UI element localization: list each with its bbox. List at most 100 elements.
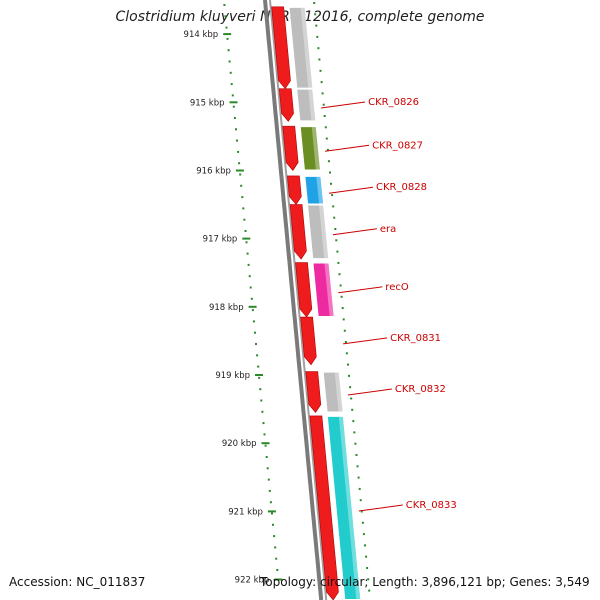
outer-dot	[343, 329, 346, 332]
cog-block	[289, 7, 313, 88]
ruler-dot	[227, 49, 230, 52]
outer-dot	[355, 454, 358, 456]
ruler-dot	[256, 354, 259, 357]
outer-dot	[337, 261, 340, 264]
outer-dot	[319, 69, 322, 72]
ruler-dot	[237, 150, 240, 153]
outer-dot	[344, 341, 347, 343]
ruler-dot	[239, 173, 242, 176]
gene-label: recO	[385, 282, 409, 293]
outer-dot	[327, 160, 330, 163]
outer-dot	[323, 115, 326, 117]
gene-label-leader	[332, 228, 377, 236]
ruler-dot	[264, 444, 267, 447]
cog-block-shade	[316, 176, 324, 204]
gene-label-leader	[325, 144, 370, 152]
outer-dot	[318, 58, 321, 61]
genome-summary-text: Topology: circular; Length: 3,896,121 bp…	[260, 575, 590, 589]
ruler-dot	[224, 15, 227, 18]
outer-dot	[348, 374, 350, 377]
gene-arrow	[282, 125, 299, 171]
cog-block	[308, 205, 329, 259]
ruler-dot	[235, 128, 237, 131]
ruler-tick-label: 922 kbp	[235, 576, 270, 586]
ruler-dot	[229, 71, 232, 74]
ruler-dot	[223, 4, 226, 6]
outer-dot	[320, 81, 323, 84]
gene-arrow	[295, 262, 313, 318]
outer-dot	[334, 228, 337, 230]
ruler-dot	[259, 388, 262, 391]
outer-dot	[357, 476, 360, 479]
ruler-tick-label: 914 kbp	[184, 30, 219, 40]
ruler-tick-label: 921 kbp	[228, 507, 263, 517]
cog-block-shade	[300, 7, 313, 88]
outer-dot	[349, 386, 352, 389]
ruler-dot	[228, 60, 231, 63]
backbone-line-inner	[269, 0, 328, 600]
ruler-tick-label: 918 kbp	[209, 303, 244, 313]
ruler-tick-label: 920 kbp	[222, 439, 257, 449]
gene-label: era	[380, 224, 396, 235]
ruler-dot	[247, 263, 250, 266]
outer-dot	[321, 92, 324, 95]
cds-track	[271, 6, 339, 600]
gene-label: CKR_0827	[372, 140, 423, 151]
ruler-dot	[269, 501, 272, 504]
ruler-dot	[233, 117, 236, 119]
gene-label-leader	[347, 388, 392, 396]
outer-dot	[341, 307, 344, 310]
outer-dot	[322, 103, 325, 106]
outer-dot	[365, 555, 368, 558]
ruler-dot	[254, 331, 256, 334]
gene-arrow	[309, 415, 339, 600]
outer-dot	[360, 510, 363, 513]
cog-track	[289, 7, 361, 599]
outer-dot	[366, 567, 369, 569]
ruler-dot	[230, 83, 233, 86]
outer-dot	[315, 24, 318, 27]
outer-dot	[336, 250, 339, 253]
gene-label-leader	[343, 337, 388, 345]
outer-dot	[356, 465, 359, 468]
outer-dot	[313, 2, 316, 4]
gene-arrow	[289, 204, 307, 260]
ruler-dot	[240, 184, 243, 187]
outer-dot	[325, 137, 328, 140]
outer-dot	[353, 431, 356, 434]
ruler-dot	[271, 512, 273, 515]
gene-label-leader	[321, 101, 366, 109]
ruler-dot	[268, 489, 271, 492]
outer-dot	[331, 194, 334, 197]
outer-dot	[340, 295, 343, 298]
backbone-line-outer	[263, 0, 324, 600]
ruler-dot	[226, 37, 229, 40]
outer-dot	[317, 47, 320, 50]
ruler-dot	[275, 557, 278, 560]
ruler-dot	[241, 196, 244, 199]
outer-dot	[345, 352, 348, 355]
ruler-dot	[236, 139, 238, 142]
outer-dot	[324, 126, 327, 129]
gene-label: CKR_0833	[406, 500, 457, 511]
cog-block	[305, 176, 324, 204]
gene-label: CKR_0832	[395, 384, 446, 395]
outer-dot	[326, 148, 329, 151]
cog-block	[323, 372, 343, 412]
ruler-dot	[258, 376, 261, 379]
outer-dot	[329, 171, 331, 174]
ruler-dot	[273, 535, 276, 538]
ruler-dot	[231, 94, 234, 97]
ruler-dot	[260, 399, 263, 402]
cog-block	[327, 416, 361, 599]
ruler-dot	[257, 365, 260, 368]
ruler-dot	[238, 162, 241, 165]
gene-arrow	[287, 175, 302, 206]
outer-dot	[338, 273, 341, 276]
ruler-dot	[261, 410, 264, 413]
cog-block-shade	[334, 372, 343, 412]
ruler-dot	[274, 546, 277, 549]
ruler-dot	[249, 286, 252, 289]
gene-arrow	[305, 371, 322, 414]
ruler-dot	[252, 320, 255, 323]
